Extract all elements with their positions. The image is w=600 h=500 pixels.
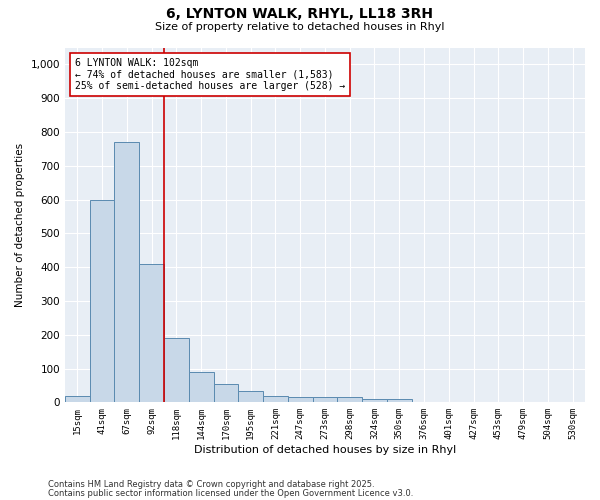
Bar	[189, 372, 214, 402]
Text: Contains public sector information licensed under the Open Government Licence v3: Contains public sector information licen…	[48, 488, 413, 498]
Bar	[288, 398, 313, 402]
Bar	[238, 390, 263, 402]
Text: 6 LYNTON WALK: 102sqm
← 74% of detached houses are smaller (1,583)
25% of semi-d: 6 LYNTON WALK: 102sqm ← 74% of detached …	[76, 58, 346, 92]
Bar	[164, 338, 189, 402]
X-axis label: Distribution of detached houses by size in Rhyl: Distribution of detached houses by size …	[194, 445, 456, 455]
Bar	[89, 200, 115, 402]
Y-axis label: Number of detached properties: Number of detached properties	[15, 143, 25, 307]
Bar	[313, 398, 337, 402]
Bar	[214, 384, 238, 402]
Bar	[337, 398, 362, 402]
Text: Contains HM Land Registry data © Crown copyright and database right 2025.: Contains HM Land Registry data © Crown c…	[48, 480, 374, 489]
Text: Size of property relative to detached houses in Rhyl: Size of property relative to detached ho…	[155, 22, 445, 32]
Bar	[387, 399, 412, 402]
Text: 6, LYNTON WALK, RHYL, LL18 3RH: 6, LYNTON WALK, RHYL, LL18 3RH	[167, 8, 433, 22]
Bar	[362, 399, 387, 402]
Bar	[65, 396, 89, 402]
Bar	[115, 142, 139, 403]
Bar	[263, 396, 288, 402]
Bar	[139, 264, 164, 402]
